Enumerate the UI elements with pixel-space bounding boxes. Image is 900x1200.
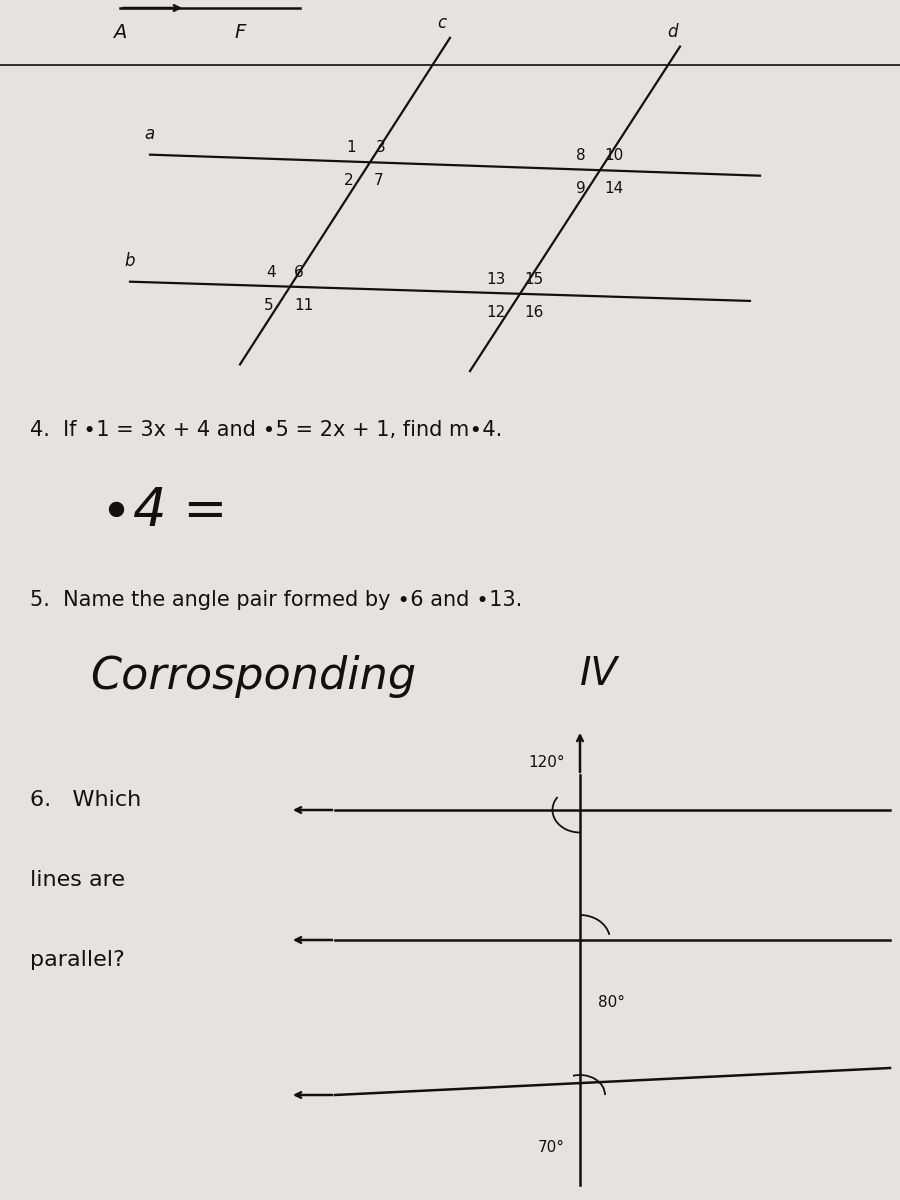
Text: 16: 16 xyxy=(524,305,544,320)
Text: 11: 11 xyxy=(294,298,313,313)
Text: parallel?: parallel? xyxy=(30,950,125,970)
Text: 10: 10 xyxy=(604,148,624,163)
Text: IV: IV xyxy=(580,655,618,692)
Text: 3: 3 xyxy=(375,140,385,155)
Text: 80°: 80° xyxy=(598,995,625,1010)
Text: 4: 4 xyxy=(266,265,276,280)
Text: A: A xyxy=(113,23,127,42)
Text: d: d xyxy=(667,23,677,41)
Text: 7: 7 xyxy=(374,174,383,188)
Text: 13: 13 xyxy=(487,271,506,287)
Text: 8: 8 xyxy=(576,148,586,163)
Text: 6: 6 xyxy=(294,265,304,280)
Text: 5: 5 xyxy=(264,298,274,313)
Text: 14: 14 xyxy=(604,181,624,197)
Text: c: c xyxy=(437,14,446,32)
Text: ∙4 =: ∙4 = xyxy=(100,485,228,538)
Text: 15: 15 xyxy=(524,271,544,287)
Text: b: b xyxy=(124,252,135,270)
Text: F: F xyxy=(234,23,246,42)
Text: 2: 2 xyxy=(344,174,353,188)
Text: 120°: 120° xyxy=(528,755,565,770)
Text: 1: 1 xyxy=(346,140,356,155)
Text: lines are: lines are xyxy=(30,870,125,890)
Text: Corrosponding: Corrosponding xyxy=(90,655,416,698)
Text: a: a xyxy=(145,125,155,143)
Text: 70°: 70° xyxy=(538,1140,565,1154)
Text: 4.  If ∙1 = 3x + 4 and ∙5 = 2x + 1, find m∙4.: 4. If ∙1 = 3x + 4 and ∙5 = 2x + 1, find … xyxy=(30,420,502,440)
Text: 5.  Name the angle pair formed by ∙6 and ∙13.: 5. Name the angle pair formed by ∙6 and … xyxy=(30,590,522,610)
Text: 12: 12 xyxy=(487,305,506,320)
Text: 9: 9 xyxy=(576,181,586,197)
Text: 6.   Which: 6. Which xyxy=(30,790,141,810)
